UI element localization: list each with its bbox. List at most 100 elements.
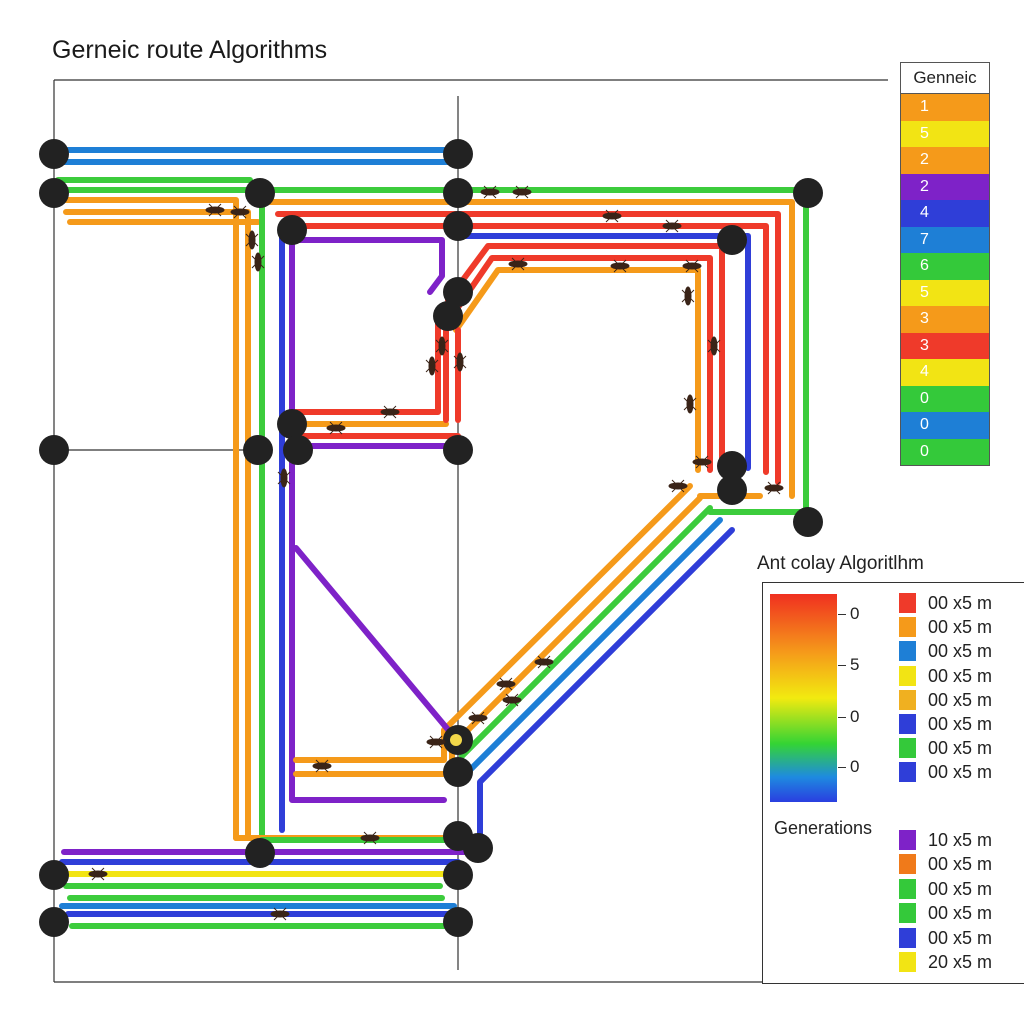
node (793, 178, 823, 208)
node (39, 178, 69, 208)
node (717, 475, 747, 505)
legend-swatch (899, 903, 916, 924)
node (245, 838, 275, 868)
ant-icon (88, 867, 108, 881)
route-path (53, 197, 239, 841)
ant-icon (205, 203, 225, 217)
legend-swatch (899, 689, 916, 710)
colorbar-label: 5 (850, 655, 860, 674)
legend-swatch (899, 762, 916, 783)
route-path (289, 241, 447, 803)
node (433, 301, 463, 331)
legend-label: 00 x5 m (928, 854, 993, 875)
node (443, 907, 473, 937)
node (443, 277, 473, 307)
ant-icon (426, 735, 446, 749)
legend-label: 00 x5 m (928, 762, 993, 783)
ant-icon (602, 209, 622, 223)
route-path (267, 199, 795, 499)
colorbar-tick (838, 665, 846, 666)
colorbar-label: 0 (850, 757, 860, 776)
ant-icon (245, 230, 259, 250)
ant-icon (230, 205, 250, 219)
ant-icon (453, 352, 467, 372)
colorbar-label: 0 (850, 604, 860, 623)
node (277, 409, 307, 439)
legend-swatch (899, 593, 916, 613)
route-path (293, 317, 441, 415)
node (245, 178, 275, 208)
legend-swatch (899, 714, 916, 734)
legend-swatch (899, 665, 916, 686)
ant-icon (312, 759, 332, 773)
genneic-legend-row: 5 (901, 120, 989, 147)
ant-icon (251, 252, 265, 272)
colorbar-tick (838, 767, 846, 768)
route-path (293, 237, 445, 295)
ant-icon (326, 421, 346, 435)
legend-label: 00 x5 m (928, 714, 993, 734)
legend-swatch (899, 878, 916, 899)
route-path (467, 517, 723, 773)
ant-icon (681, 286, 695, 306)
node (463, 833, 493, 863)
node (443, 435, 473, 465)
ant-colony-title: Ant colay Algoritlhm (757, 553, 924, 574)
legend-swatch (899, 830, 916, 850)
node (39, 860, 69, 890)
ant-icon (425, 356, 439, 376)
colorbar-tick (838, 614, 846, 615)
route-path (449, 255, 713, 473)
ant-icon (496, 677, 516, 691)
genneic-legend-row: 7 (901, 226, 989, 253)
ant-icon (435, 336, 449, 356)
legend-label: 00 x5 m (928, 903, 993, 924)
node (717, 225, 747, 255)
genneic-legend-row: 3 (901, 306, 989, 333)
legend-swatch (899, 738, 916, 759)
ant-icon (508, 257, 528, 271)
node (443, 211, 473, 241)
legend-label: 00 x5 m (928, 878, 993, 899)
grid-lines (53, 79, 888, 983)
legend-label: 00 x5 m (928, 665, 993, 686)
node (39, 907, 69, 937)
route-path (459, 505, 713, 759)
genneic-legend-row: 5 (901, 279, 989, 306)
colorbar-label: 0 (850, 707, 860, 726)
ant-icon (480, 185, 500, 199)
legend-label: 00 x5 m (928, 617, 993, 638)
node (793, 507, 823, 537)
legend-swatch (899, 641, 916, 662)
highlight-node (450, 734, 462, 746)
colorbar-tick (838, 717, 846, 718)
route-path (477, 527, 735, 843)
generations-title: Generations (774, 818, 873, 838)
ant-icon (610, 259, 630, 273)
legend-swatch (899, 854, 916, 875)
legend-label: 10 x5 m (928, 830, 993, 850)
ant-icon (764, 481, 784, 495)
ant-icon (683, 394, 697, 414)
node (277, 215, 307, 245)
legend-swatch (899, 927, 916, 948)
ant-icon (270, 907, 290, 921)
node (283, 435, 313, 465)
ant-icon (360, 831, 380, 845)
legend-label: 00 x5 m (928, 641, 993, 662)
genneic-legend-row: 1 (901, 94, 989, 121)
ant-icon (692, 455, 712, 469)
route-path (275, 211, 781, 485)
legend-swatch (899, 617, 916, 638)
genneic-legend-row: 2 (901, 147, 989, 174)
node (443, 139, 473, 169)
ant-icon (682, 259, 702, 273)
genneic-legend-row: 2 (901, 173, 989, 200)
legend-label: 20 x5 m (928, 952, 993, 972)
genneic-legend-row: 3 (901, 332, 989, 359)
node (243, 435, 273, 465)
route-path (453, 267, 701, 473)
legend-label: 00 x5 m (928, 738, 993, 759)
